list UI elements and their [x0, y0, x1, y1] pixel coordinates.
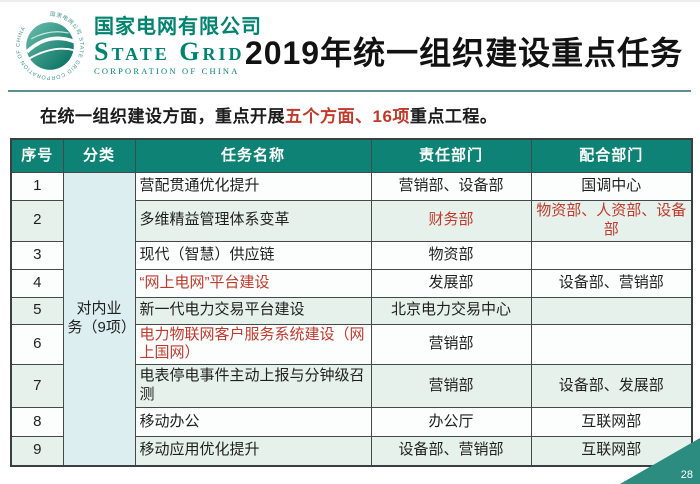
task-name-cell: 电力物联网客户服务系统建设（网上国网）: [134, 323, 372, 365]
state-grid-logo: 国家电网公司 STATE GRID CORPORATION OF CHINA 国…: [14, 10, 262, 82]
cooperating-dept-cell: 设备部、营销部: [530, 268, 693, 298]
row-number-cell: 3: [10, 240, 64, 270]
table-body: 1 对内业 务（9项） 营配贯通优化提升 营销部、设备部 国调中心 2 多维精益管理体系变革财…: [10, 172, 693, 466]
row-number-cell: 7: [10, 364, 64, 408]
intro-text: 在统一组织建设方面，重点开展五个方面、16项重点工程。: [40, 102, 497, 127]
brand-wordmark: 国家电网有限公司 State Grid CORPORATION OF CHINA: [94, 17, 262, 76]
table-row: 1 对内业 务（9项） 营配贯通优化提升 营销部、设备部 国调中心: [10, 172, 693, 466]
table-row: 7 电表停电事件主动上报与分钟级召测 营销部 设备部、发展部: [10, 364, 693, 408]
row-number-cell: 1: [10, 172, 64, 201]
row-number-cell: 4: [10, 268, 64, 298]
table-header-row: 序号 分类 任务名称 责任部门 配合部门: [10, 138, 693, 173]
column-header: 责任部门: [370, 138, 532, 173]
task-name-cell: 移动办公: [134, 407, 372, 437]
table-row: 5 新一代电力交易平台建设 北京电力交易中心: [10, 296, 693, 325]
responsible-dept-cell: 办公厅: [370, 407, 532, 437]
header-divider: [8, 90, 691, 92]
category-line2: 务（9项）: [67, 318, 135, 336]
cooperating-dept-cell: 设备部、发展部: [530, 364, 693, 408]
responsible-dept-cell: 北京电力交易中心: [370, 296, 532, 325]
brand-name-en: State Grid: [94, 36, 245, 66]
row-number-cell: 8: [10, 407, 64, 437]
cooperating-dept-cell: 互联网部: [530, 407, 693, 437]
responsible-dept-cell: 营销部: [370, 323, 532, 365]
cooperating-dept-cell: [530, 323, 693, 365]
responsible-dept-cell: 财务部: [370, 200, 532, 242]
table-head: 序号 分类 任务名称 责任部门 配合部门: [10, 138, 693, 173]
page-number: 28: [680, 469, 693, 481]
cooperating-dept-cell: [530, 240, 693, 270]
responsible-dept-cell: 营销部: [370, 364, 532, 408]
table-row: 6 电力物联网客户服务系统建设（网上国网） 营销部: [10, 323, 693, 365]
globe-logo-icon: 国家电网公司 STATE GRID CORPORATION OF CHINA: [16, 10, 84, 80]
task-name-cell: “网上电网”平台建设: [134, 268, 372, 298]
responsible-dept-cell: 设备部、营销部: [370, 436, 532, 466]
column-header: 序号: [10, 138, 64, 173]
row-number-cell: 2: [10, 200, 64, 242]
column-header: 配合部门: [530, 138, 693, 173]
row-number-cell: 9: [10, 436, 64, 466]
responsible-dept-cell: 营销部、设备部: [370, 172, 532, 201]
task-name-cell: 多维精益管理体系变革: [134, 200, 372, 242]
cooperating-dept-cell: 国调中心: [530, 172, 693, 201]
intro-highlight: 五个方面、16项: [285, 107, 410, 126]
category-cell: 对内业 务（9项）: [62, 172, 136, 466]
task-name-cell: 现代（智慧）供应链: [134, 240, 372, 270]
column-header: 分类: [62, 138, 136, 173]
table-row: 8 移动办公 办公厅 互联网部: [10, 407, 693, 437]
task-name-cell: 移动应用优化提升: [134, 436, 372, 466]
task-name-cell: 新一代电力交易平台建设: [134, 296, 372, 325]
table-row: 3 现代（智慧）供应链 物资部: [10, 240, 693, 270]
task-name-cell: 营配贯通优化提升: [134, 172, 372, 201]
responsible-dept-cell: 物资部: [370, 240, 532, 270]
page-title: 2019年统一组织建设重点任务: [244, 35, 684, 71]
row-number-cell: 6: [10, 323, 64, 365]
brand-name-cn: 国家电网有限公司: [94, 15, 262, 38]
table-row: 2 多维精益管理体系变革 财务部 物资部、人资部、设备部: [10, 200, 693, 242]
cooperating-dept-cell: [530, 296, 693, 325]
category-line1: 对内业: [76, 300, 122, 317]
intro-suffix: 重点工程。: [409, 107, 498, 126]
cooperating-dept-cell: 物资部、人资部、设备部: [530, 200, 693, 242]
table-row: 4 “网上电网”平台建设 发展部 设备部、营销部: [10, 268, 693, 298]
brand-name-sub: CORPORATION OF CHINA: [94, 65, 240, 76]
corner-triangle: [620, 438, 700, 484]
tasks-table: 序号 分类 任务名称 责任部门 配合部门 1 对内业 务（9项） 营配贯通优化提升 营销部、设备…: [10, 138, 693, 467]
column-header: 任务名称: [134, 138, 372, 173]
responsible-dept-cell: 发展部: [370, 268, 532, 298]
row-number-cell: 5: [10, 296, 64, 325]
task-name-cell: 电表停电事件主动上报与分钟级召测: [134, 364, 372, 408]
intro-prefix: 在统一组织建设方面，重点开展: [40, 107, 285, 126]
